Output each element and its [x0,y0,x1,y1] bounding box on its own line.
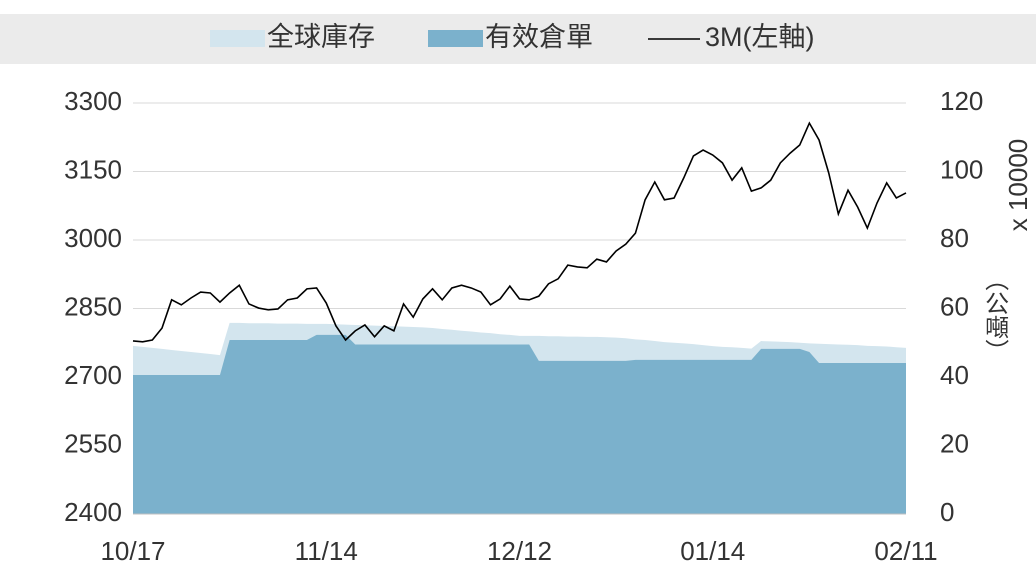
x-tick-label: 10/17 [100,536,165,566]
legend-label: 有效倉單 [485,22,593,52]
legend-swatch [428,30,483,47]
x-tick-label: 01/14 [680,536,745,566]
legend-swatch [210,30,265,47]
y2-tick-label: 80 [940,223,969,253]
y2-tick-label: 0 [940,497,954,527]
legend-label: 全球庫存 [267,22,375,52]
y2-axis-label: （公噸） [981,267,1009,363]
x-tick-label: 12/12 [487,536,552,566]
y2-tick-label: 120 [940,86,983,116]
x-tick-label: 02/11 [874,536,937,566]
y2-scale-label: x 10000 [1003,139,1033,232]
line [132,121,907,343]
y2-tick-label: 60 [940,291,969,321]
y-tick-label: 3300 [64,86,122,116]
y-tick-label: 3150 [64,154,122,184]
y2-tick-label: 40 [940,360,969,390]
y2-tick-label: 20 [940,428,969,458]
y-tick-label: 2550 [64,428,122,458]
y-tick-label: 3000 [64,223,122,253]
y-tick-label: 2400 [64,497,122,527]
legend-background [0,14,1036,64]
area [133,334,906,514]
y-tick-label: 2850 [64,291,122,321]
x-tick-label: 11/14 [295,536,358,566]
legend-label: 3M(左軸) [705,22,815,52]
y-tick-label: 2700 [64,360,122,390]
y2-tick-label: 100 [940,154,983,184]
